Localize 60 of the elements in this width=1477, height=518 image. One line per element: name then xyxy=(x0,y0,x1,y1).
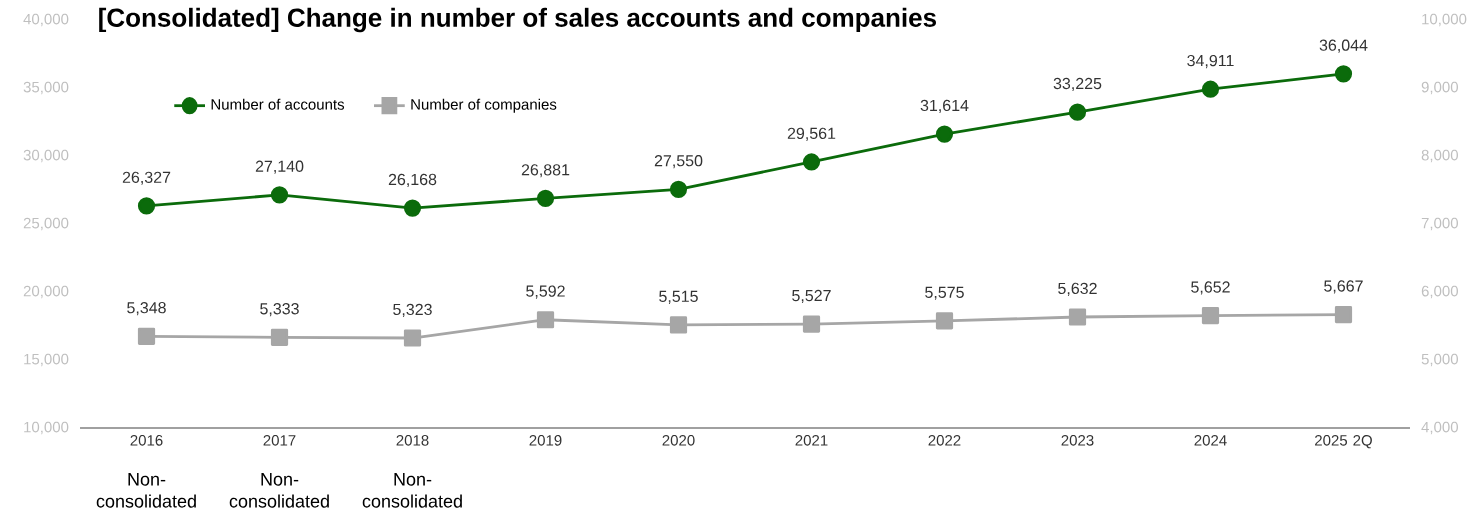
y2-tick-label: 9,000 xyxy=(1421,81,1458,95)
data-label: 5,632 xyxy=(1058,282,1097,296)
x-tick-label: 2024 xyxy=(1194,435,1227,446)
y2-tick-label: 6,000 xyxy=(1421,285,1458,299)
x-tick-label: 2021 xyxy=(795,435,828,446)
y2-tick-label: 5,000 xyxy=(1421,353,1458,367)
x-tick-label: 2023 xyxy=(1061,435,1094,446)
y2-tick-label: 4,000 xyxy=(1421,421,1458,435)
y-tick-label: 10,000 xyxy=(24,421,69,435)
legend-label: Number of accounts xyxy=(211,98,345,110)
data-label: 34,911 xyxy=(1187,54,1234,69)
data-label: 29,561 xyxy=(787,127,836,141)
point xyxy=(403,199,422,217)
y-tick-label: 40,000 xyxy=(23,13,69,27)
text: Non-consolidated xyxy=(96,473,196,508)
point xyxy=(802,153,821,171)
y-tick-label: 20,000 xyxy=(23,285,69,299)
point xyxy=(1068,103,1087,121)
x-tick-label: 2019 xyxy=(529,435,562,446)
data-label: 33,225 xyxy=(1053,77,1102,92)
y-tick-label: 35,000 xyxy=(23,81,69,95)
y2-tick-label: 10,000 xyxy=(1422,13,1467,27)
x-tick-label: 2022 xyxy=(928,435,961,446)
data-label: 5,667 xyxy=(1324,280,1363,294)
x-tick-label: 2020 xyxy=(662,435,695,446)
y-tick-label: 15,000 xyxy=(24,353,69,367)
point xyxy=(1334,65,1353,83)
text: Non-consolidated xyxy=(362,473,462,508)
point xyxy=(669,180,688,198)
point xyxy=(1201,80,1220,98)
data-label: 27,550 xyxy=(654,155,703,169)
data-label: 26,168 xyxy=(388,173,437,188)
y2-tick-label: 7,000 xyxy=(1421,217,1458,231)
data-label: 5,515 xyxy=(659,290,698,304)
point xyxy=(935,125,954,143)
data-label: 5,575 xyxy=(925,286,964,300)
data-label: 26,327 xyxy=(122,171,171,185)
text: Non-consolidated xyxy=(229,473,329,508)
x-tick-label: 2025 2Q xyxy=(1315,435,1372,449)
data-label: 36,044 xyxy=(1319,39,1368,53)
point xyxy=(536,189,555,208)
data-label: 5,592 xyxy=(526,285,565,299)
y-tick-label: 25,000 xyxy=(23,217,69,231)
data-label: 5,527 xyxy=(792,289,831,304)
data-label: 5,333 xyxy=(260,303,299,317)
x-tick-label: 2018 xyxy=(396,435,429,446)
x-tick-label: 2017 xyxy=(263,435,296,446)
data-label: 5,348 xyxy=(127,302,166,316)
data-label: 5,652 xyxy=(1191,281,1230,295)
data-label: 31,614 xyxy=(920,99,969,113)
data-label: 27,140 xyxy=(255,160,304,174)
data-label: 26,881 xyxy=(521,164,570,178)
y2-tick-label: 8,000 xyxy=(1421,149,1458,163)
chart-title: [Consolidated] Change in number of sales accounts and companies xyxy=(99,7,936,33)
x-tick-label: 2016 xyxy=(130,435,163,446)
legend-label: Number of companies xyxy=(411,98,557,113)
point xyxy=(137,197,156,215)
point xyxy=(270,186,289,204)
y-tick-label: 30,000 xyxy=(23,149,69,163)
data-label: 5,323 xyxy=(393,303,432,317)
